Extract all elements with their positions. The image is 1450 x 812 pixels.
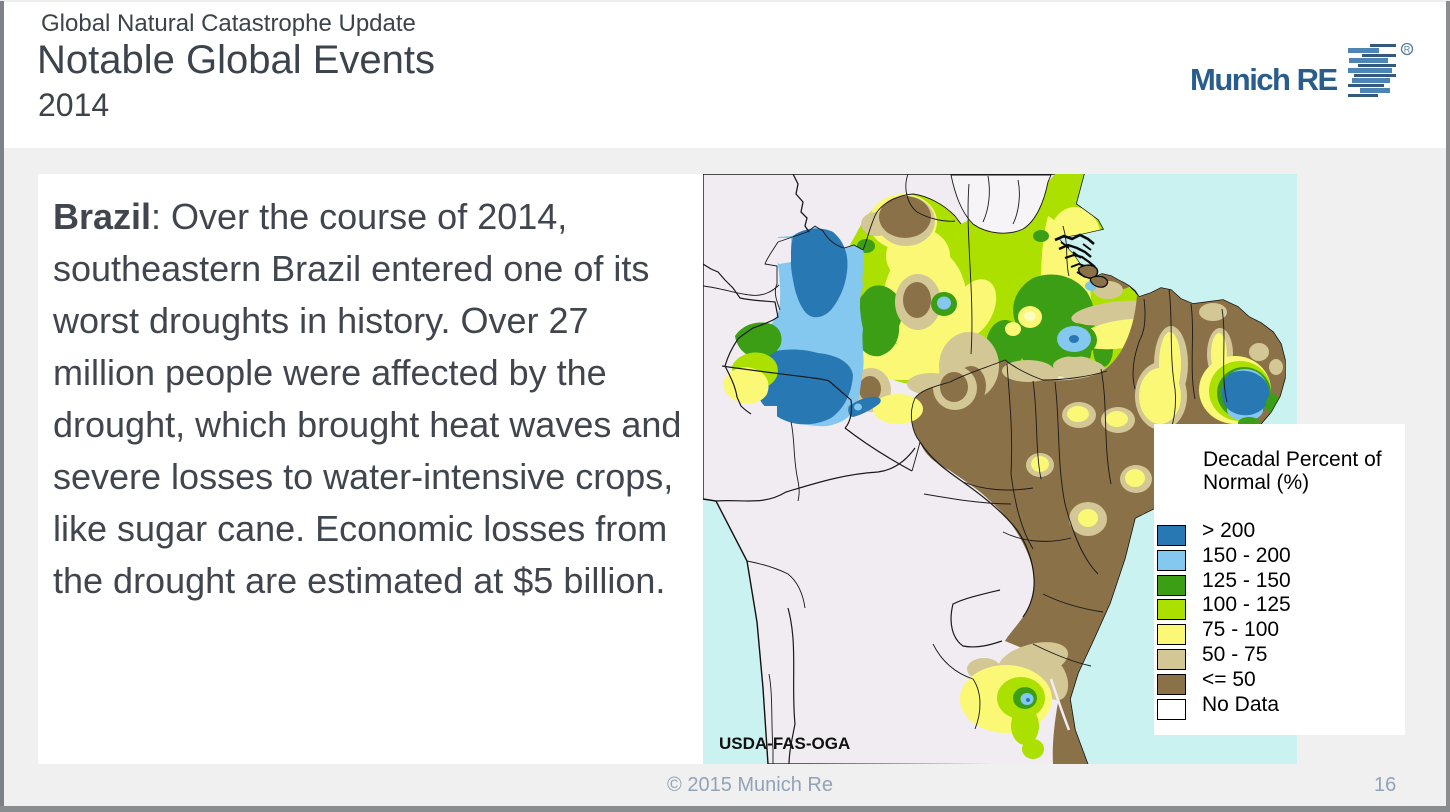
svg-text:R: R xyxy=(1404,45,1411,55)
